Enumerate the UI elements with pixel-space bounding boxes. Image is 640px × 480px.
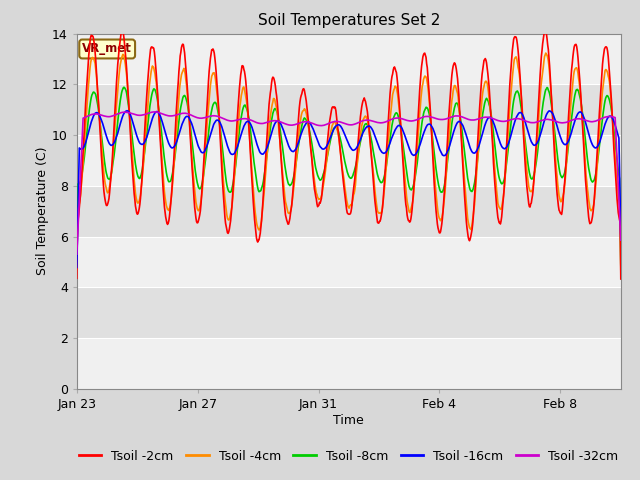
Bar xyxy=(77,338,621,389)
Bar xyxy=(77,135,621,186)
X-axis label: Time: Time xyxy=(333,414,364,427)
Title: Soil Temperatures Set 2: Soil Temperatures Set 2 xyxy=(258,13,440,28)
Text: VR_met: VR_met xyxy=(82,42,132,56)
Bar xyxy=(77,237,621,288)
Bar xyxy=(77,34,621,84)
Bar xyxy=(77,84,621,135)
Y-axis label: Soil Temperature (C): Soil Temperature (C) xyxy=(36,147,49,276)
Bar xyxy=(77,288,621,338)
Bar xyxy=(77,186,621,237)
Legend: Tsoil -2cm, Tsoil -4cm, Tsoil -8cm, Tsoil -16cm, Tsoil -32cm: Tsoil -2cm, Tsoil -4cm, Tsoil -8cm, Tsoi… xyxy=(74,445,623,468)
